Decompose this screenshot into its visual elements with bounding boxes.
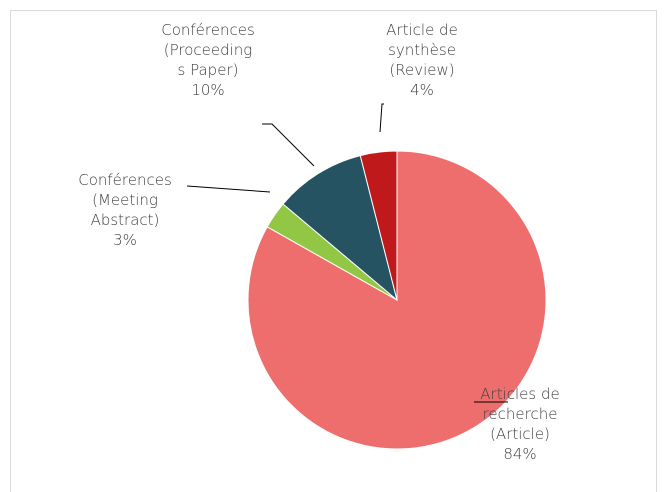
percent-label: 84% [503,445,537,463]
category-name: Articles de recherche (Article) [480,385,560,443]
data-label: Article de synthèse (Review) 4% [366,20,478,100]
leader-line [379,103,384,133]
category-name: Conférences (Proceedings Paper) [161,21,255,79]
data-label: Conférences (Meeting Abstract) 3% [60,170,190,250]
category-name: Article de synthèse (Review) [386,21,458,79]
pie-slice [282,154,398,302]
percent-label: 10% [191,81,225,99]
percent-label: 4% [410,81,434,99]
leader-line [262,123,315,167]
data-label: Conférences (Proceedings Paper) 10% [160,20,256,100]
data-label: Articles de recherche (Article) 84% [464,384,576,464]
pie-slice [359,150,398,301]
chart-frame [10,10,657,492]
leader-line [186,185,271,193]
category-name: Conférences (Meeting Abstract) [78,171,172,229]
percent-label: 3% [113,231,137,249]
